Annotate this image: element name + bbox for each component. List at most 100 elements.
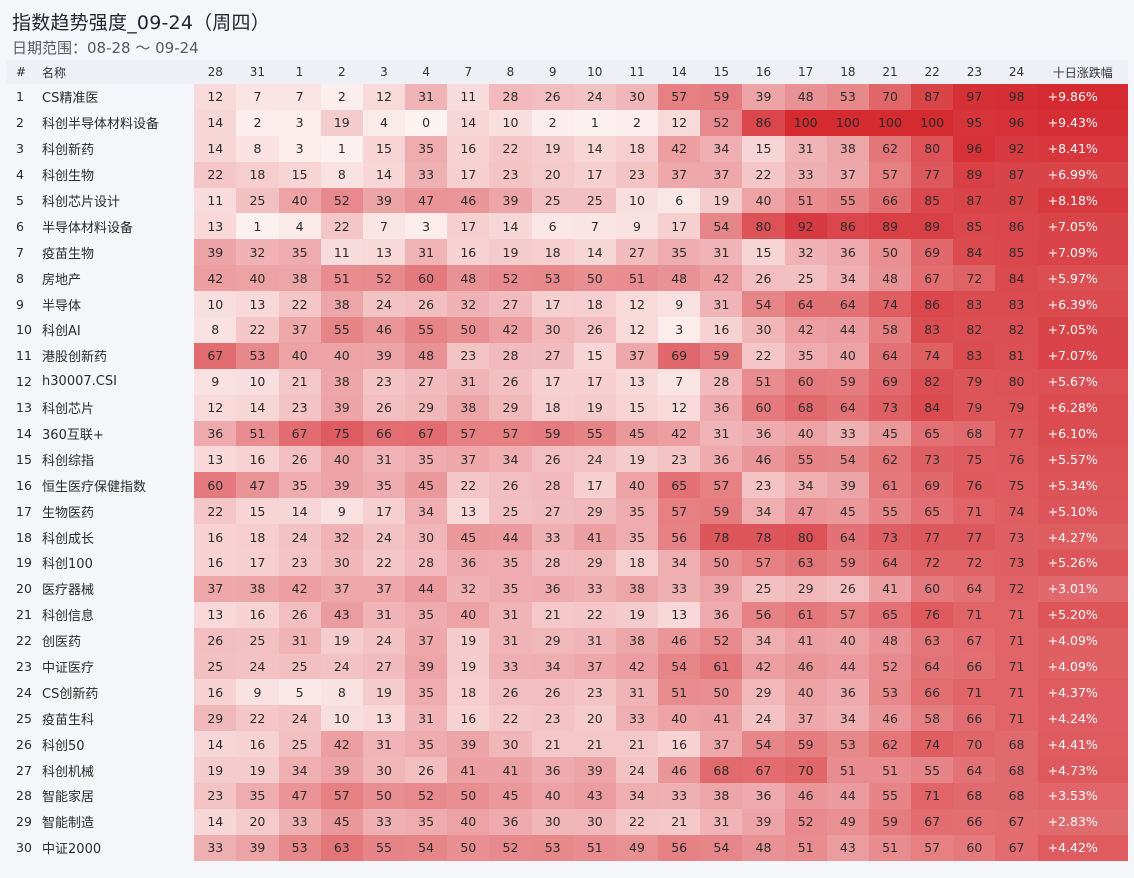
- table-row[interactable]: 21 科创信息 13 16 26 43 31 35 40 31 21 22 19 13 36 56 61 57 65…: [6, 601, 1128, 628]
- table-row[interactable]: 11 港股创新药 67 53 40 40 39 48 23 28 27 15 37 69 59 22 35 40 6…: [6, 342, 1128, 369]
- heat-cell: 12: [194, 394, 237, 421]
- column-header-day: 8: [489, 60, 532, 84]
- table-row[interactable]: 6 半导体材料设备 13 1 4 22 7 3 17 14 6 7 9 17 54 80 92 86 89 89 85 8…: [6, 213, 1128, 240]
- ten-day-change: +5.97%: [1037, 265, 1128, 292]
- heat-cell: 67: [194, 342, 237, 369]
- table-row[interactable]: 30 中证2000 33 39 53 63 55 54 50 52 53 51 49 56 54 48 51 43…: [6, 834, 1128, 861]
- heat-cell: 23: [447, 342, 490, 369]
- heat-cell: 80: [911, 135, 954, 162]
- heat-cell: 33: [826, 420, 869, 447]
- heat-cell: 72: [995, 575, 1038, 602]
- heat-cell: 34: [742, 498, 785, 525]
- heat-cell: 35: [405, 446, 448, 473]
- heat-cell: 1: [573, 109, 616, 136]
- ten-day-change: +3.53%: [1037, 783, 1128, 809]
- heat-cell: 35: [405, 135, 448, 162]
- table-row[interactable]: 7 疫苗生物 39 32 35 11 13 31 16 19 18 14 27 35 31 15 32 36 50 6…: [6, 239, 1128, 266]
- heat-cell: 34: [278, 757, 321, 784]
- column-header-day: 16: [742, 60, 785, 84]
- heat-cell: 97: [953, 84, 996, 110]
- heat-cell: 14: [236, 394, 279, 421]
- heat-cell: 18: [236, 524, 279, 551]
- heat-cell: 85: [953, 213, 996, 240]
- table-row[interactable]: 14 360互联+ 36 51 67 75 66 67 57 57 59 55 45 42 31 36 40 33…: [6, 420, 1128, 447]
- heat-cell: 14: [194, 135, 237, 162]
- column-header-day: 3: [362, 60, 406, 84]
- heat-cell: 18: [615, 550, 659, 576]
- index-name: 科创50: [36, 731, 195, 758]
- heat-cell: 1: [236, 213, 279, 240]
- heat-cell: 28: [700, 368, 743, 395]
- table-row[interactable]: 24 CS创新药 16 9 5 8 19 35 18 26 26 23 31 51 50 29 40 36 53 66…: [6, 679, 1128, 706]
- heat-cell: 64: [868, 550, 912, 576]
- index-name: 智能制造: [36, 808, 195, 835]
- heat-cell: 65: [868, 601, 912, 628]
- heat-cell: 34: [658, 550, 701, 576]
- heat-cell: 41: [489, 757, 532, 784]
- heat-cell: 96: [995, 109, 1038, 136]
- heat-cell: 24: [742, 705, 785, 732]
- table-row[interactable]: 9 半导体 10 13 22 38 24 26 32 27 17 18 12 9 31 54 64 64 74 86 8…: [6, 291, 1128, 318]
- table-row[interactable]: 12 h30007.CSI 9 10 21 38 23 27 31 26 17 17 13 7 28 51 60…: [6, 368, 1128, 395]
- heat-cell: 13: [658, 601, 701, 628]
- heat-cell: 62: [868, 446, 912, 473]
- table-row[interactable]: 19 科创100 16 17 23 30 22 28 36 35 28 29 18 34 50 57 63 59 6…: [6, 550, 1128, 576]
- heat-cell: 2: [236, 109, 279, 136]
- table-row[interactable]: 23 中证医疗 25 24 25 24 27 39 19 33 34 37 42 54 61 42 46 44 52…: [6, 653, 1128, 680]
- table-row[interactable]: 4 科创生物 22 18 15 8 14 33 17 23 20 17 23 37 37 22 33 37 57 77…: [6, 161, 1128, 188]
- table-row[interactable]: 2 科创半导体材料设备 14 2 3 19 4 0 14 10 2 1 2 12 52 86 100 100 100…: [6, 109, 1128, 136]
- heat-cell: 17: [447, 213, 490, 240]
- table-row[interactable]: 27 科创机械 19 19 34 39 30 26 41 41 36 39 24 46 68 67 70 51 51…: [6, 757, 1128, 784]
- heat-cell: 22: [278, 291, 321, 318]
- heat-cell: 34: [784, 472, 827, 499]
- heat-cell: 19: [194, 757, 237, 784]
- table-row[interactable]: 17 生物医药 22 15 14 9 17 34 13 25 27 29 35 57 59 34 47 45 55 6…: [6, 498, 1128, 525]
- row-index: 21: [6, 601, 37, 628]
- heat-cell: 66: [953, 705, 996, 732]
- index-name: 科创芯片设计: [36, 187, 195, 214]
- heat-cell: 54: [658, 653, 701, 680]
- heat-cell: 25: [573, 187, 616, 214]
- table-row[interactable]: 22 创医药 26 25 31 19 24 37 19 31 29 31 38 46 52 34 41 40 48 6…: [6, 627, 1128, 654]
- table-row[interactable]: 29 智能制造 14 20 33 45 33 35 40 36 30 30 22 21 31 39 52 49 59…: [6, 808, 1128, 835]
- ten-day-change: +5.10%: [1037, 498, 1128, 525]
- heat-cell: 44: [826, 653, 869, 680]
- table-row[interactable]: 1 CS精准医 12 7 7 2 12 31 11 28 26 24 30 57 59 39 48 53 70 87 9…: [6, 84, 1128, 110]
- heat-cell: 71: [911, 783, 954, 809]
- ten-day-change: +9.43%: [1037, 109, 1128, 136]
- heat-cell: 57: [489, 420, 532, 447]
- table-row[interactable]: 10 科创AI 8 22 37 55 46 55 50 42 30 26 12 3 16 30 42 44 58 83…: [6, 317, 1128, 343]
- table-row[interactable]: 15 科创综指 13 16 26 40 31 35 37 34 26 24 19 23 36 46 55 54 62…: [6, 446, 1128, 473]
- heat-cell: 28: [489, 342, 532, 369]
- heat-cell: 64: [826, 291, 869, 318]
- table-row[interactable]: 20 医疗器械 37 38 42 37 37 44 32 35 36 33 38 33 39 25 29 26 41…: [6, 575, 1128, 602]
- heat-cell: 8: [194, 317, 237, 343]
- heat-cell: 39: [573, 757, 616, 784]
- heat-cell: 17: [362, 498, 406, 525]
- heat-cell: 17: [573, 368, 616, 395]
- row-index: 1: [6, 84, 37, 110]
- table-row[interactable]: 25 疫苗生科 29 22 24 10 13 31 16 22 23 20 33 40 41 24 37 34 46…: [6, 705, 1128, 732]
- heat-cell: 73: [911, 446, 954, 473]
- table-row[interactable]: 28 智能家居 23 35 47 57 50 52 50 45 40 43 34 33 38 36 46 44 55…: [6, 783, 1128, 809]
- heat-cell: 11: [320, 239, 363, 266]
- heat-cell: 21: [615, 731, 659, 758]
- table-row[interactable]: 18 科创成长 16 18 24 32 24 30 45 44 33 41 35 56 78 78 80 64 73…: [6, 524, 1128, 551]
- heat-cell: 100: [911, 109, 954, 136]
- heat-cell: 26: [742, 265, 785, 292]
- table-row[interactable]: 26 科创50 14 16 25 42 31 35 39 30 21 21 21 16 37 54 59 53 62…: [6, 731, 1128, 758]
- table-row[interactable]: 3 科创新药 14 8 3 1 15 35 16 22 19 14 18 42 34 15 31 38 62 80 96…: [6, 135, 1128, 162]
- column-header-day: 22: [911, 60, 954, 84]
- table-row[interactable]: 16 恒生医疗保健指数 60 47 35 39 35 45 22 26 28 17 40 65 57 23 34…: [6, 472, 1128, 499]
- table-row[interactable]: 13 科创芯片 12 14 23 39 26 29 38 29 18 19 15 12 36 60 68 64 73…: [6, 394, 1128, 421]
- row-index: 29: [6, 808, 37, 835]
- heat-cell: 57: [826, 601, 869, 628]
- heat-cell: 66: [911, 679, 954, 706]
- heat-cell: 67: [911, 265, 954, 292]
- table-row[interactable]: 5 科创芯片设计 11 25 40 52 39 47 46 39 25 25 10 6 19 40 51 55 66…: [6, 187, 1128, 214]
- heat-cell: 10: [194, 291, 237, 318]
- heat-cell: 44: [489, 524, 532, 551]
- row-index: 19: [6, 550, 37, 576]
- heat-cell: 45: [489, 783, 532, 809]
- table-row[interactable]: 8 房地产 42 40 38 51 52 60 48 52 53 50 51 48 42 26 25 34 48 67…: [6, 265, 1128, 292]
